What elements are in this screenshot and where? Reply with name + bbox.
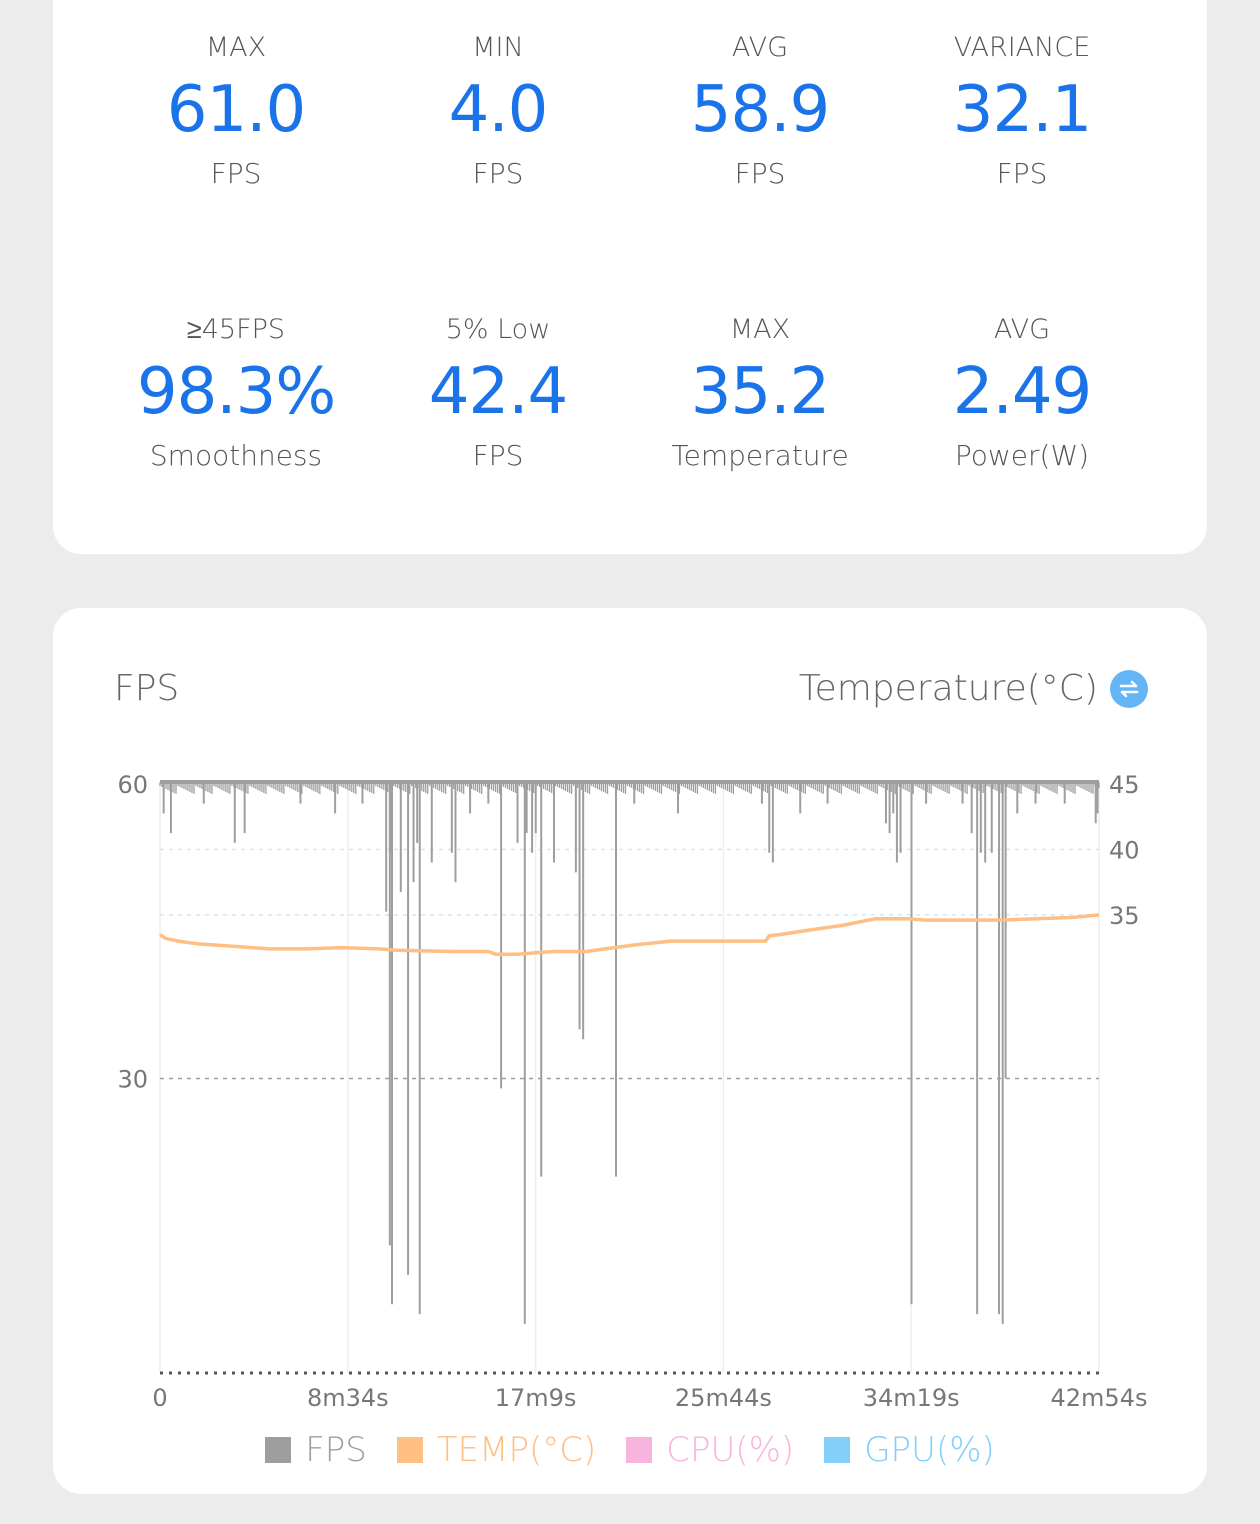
legend-item[interactable]: CPU(%) bbox=[626, 1430, 794, 1470]
stat-unit: FPS bbox=[210, 157, 262, 190]
stat-value: 2.49 bbox=[952, 355, 1093, 429]
stat-value: 32.1 bbox=[952, 73, 1093, 147]
stat-value: 42.4 bbox=[428, 355, 569, 429]
x-tick-label: 25m44s bbox=[675, 1384, 772, 1412]
swap-icon[interactable] bbox=[1110, 669, 1148, 708]
stats-card bbox=[53, 0, 1207, 554]
legend-swatch bbox=[626, 1437, 653, 1463]
stat-value: 58.9 bbox=[690, 73, 831, 147]
stat-unit: FPS bbox=[996, 157, 1048, 190]
chart-right-header: Temperature(°C) bbox=[799, 668, 1148, 709]
legend-item[interactable]: FPS bbox=[265, 1430, 367, 1470]
x-tick-label: 8m34s bbox=[307, 1384, 389, 1412]
stat-label: VARIANCE bbox=[953, 32, 1091, 63]
y-right-tick-label: 45 bbox=[1109, 771, 1140, 799]
stat-value: 98.3% bbox=[136, 355, 336, 429]
legend-swatch bbox=[265, 1437, 292, 1463]
x-tick-label: 17m9s bbox=[495, 1384, 577, 1412]
stat-smoothness: ≥45FPS 98.3% Smoothness bbox=[105, 310, 367, 478]
stat-label: ≥45FPS bbox=[186, 314, 286, 345]
chart-card bbox=[53, 608, 1207, 1494]
stat-max-temperature: MAX 35.2 Temperature bbox=[629, 310, 891, 478]
chart-left-title: FPS bbox=[114, 668, 180, 709]
stat-unit: FPS bbox=[472, 157, 524, 190]
legend-label: FPS bbox=[305, 1430, 367, 1470]
stat-label: AVG bbox=[993, 314, 1051, 345]
stat-value: 35.2 bbox=[690, 355, 831, 429]
temp-line bbox=[158, 913, 1100, 956]
stat-unit: Smoothness bbox=[149, 439, 323, 472]
legend-item[interactable]: GPU(%) bbox=[824, 1430, 995, 1470]
stat-variance: VARIANCE 32.1 FPS bbox=[891, 28, 1153, 196]
stat-max-fps: MAX 61.0 FPS bbox=[105, 28, 367, 196]
stat-label: AVG bbox=[731, 32, 789, 63]
x-tick-label: 0 bbox=[152, 1384, 167, 1412]
stat-label: MAX bbox=[205, 32, 267, 63]
legend-swatch bbox=[396, 1437, 423, 1463]
y-left-tick-label: 30 bbox=[117, 1066, 148, 1094]
stat-5-low: 5% Low 42.4 FPS bbox=[367, 310, 629, 478]
stat-value: 4.0 bbox=[448, 73, 549, 147]
legend-label: CPU(%) bbox=[666, 1430, 795, 1470]
stat-unit: FPS bbox=[472, 439, 524, 472]
x-tick-label: 42m54s bbox=[1051, 1384, 1148, 1412]
chart-right-title: Temperature(°C) bbox=[798, 668, 1098, 709]
stat-avg-power: AVG 2.49 Power(W) bbox=[891, 310, 1153, 478]
stat-label: MIN bbox=[472, 32, 524, 63]
legend-label: TEMP(°C) bbox=[436, 1430, 597, 1470]
y-left-tick-label: 60 bbox=[117, 771, 148, 799]
stat-avg-fps: AVG 58.9 FPS bbox=[629, 28, 891, 196]
y-right-tick-label: 40 bbox=[1109, 836, 1140, 864]
legend-item[interactable]: TEMP(°C) bbox=[396, 1430, 597, 1470]
stat-value: 61.0 bbox=[166, 73, 307, 147]
stat-unit: FPS bbox=[734, 157, 786, 190]
stat-min-fps: MIN 4.0 FPS bbox=[367, 28, 629, 196]
y-right-tick-label: 35 bbox=[1109, 902, 1140, 930]
legend-label: GPU(%) bbox=[864, 1430, 995, 1470]
stat-unit: Temperature bbox=[671, 439, 849, 472]
chart-legend: FPS TEMP(°C) CPU(%) GPU(%) bbox=[0, 1430, 1260, 1470]
stat-label: 5% Low bbox=[445, 314, 551, 345]
x-tick-label: 34m19s bbox=[863, 1384, 960, 1412]
legend-swatch bbox=[824, 1437, 851, 1463]
stat-label: MAX bbox=[729, 314, 791, 345]
stat-unit: Power(W) bbox=[954, 439, 1090, 472]
